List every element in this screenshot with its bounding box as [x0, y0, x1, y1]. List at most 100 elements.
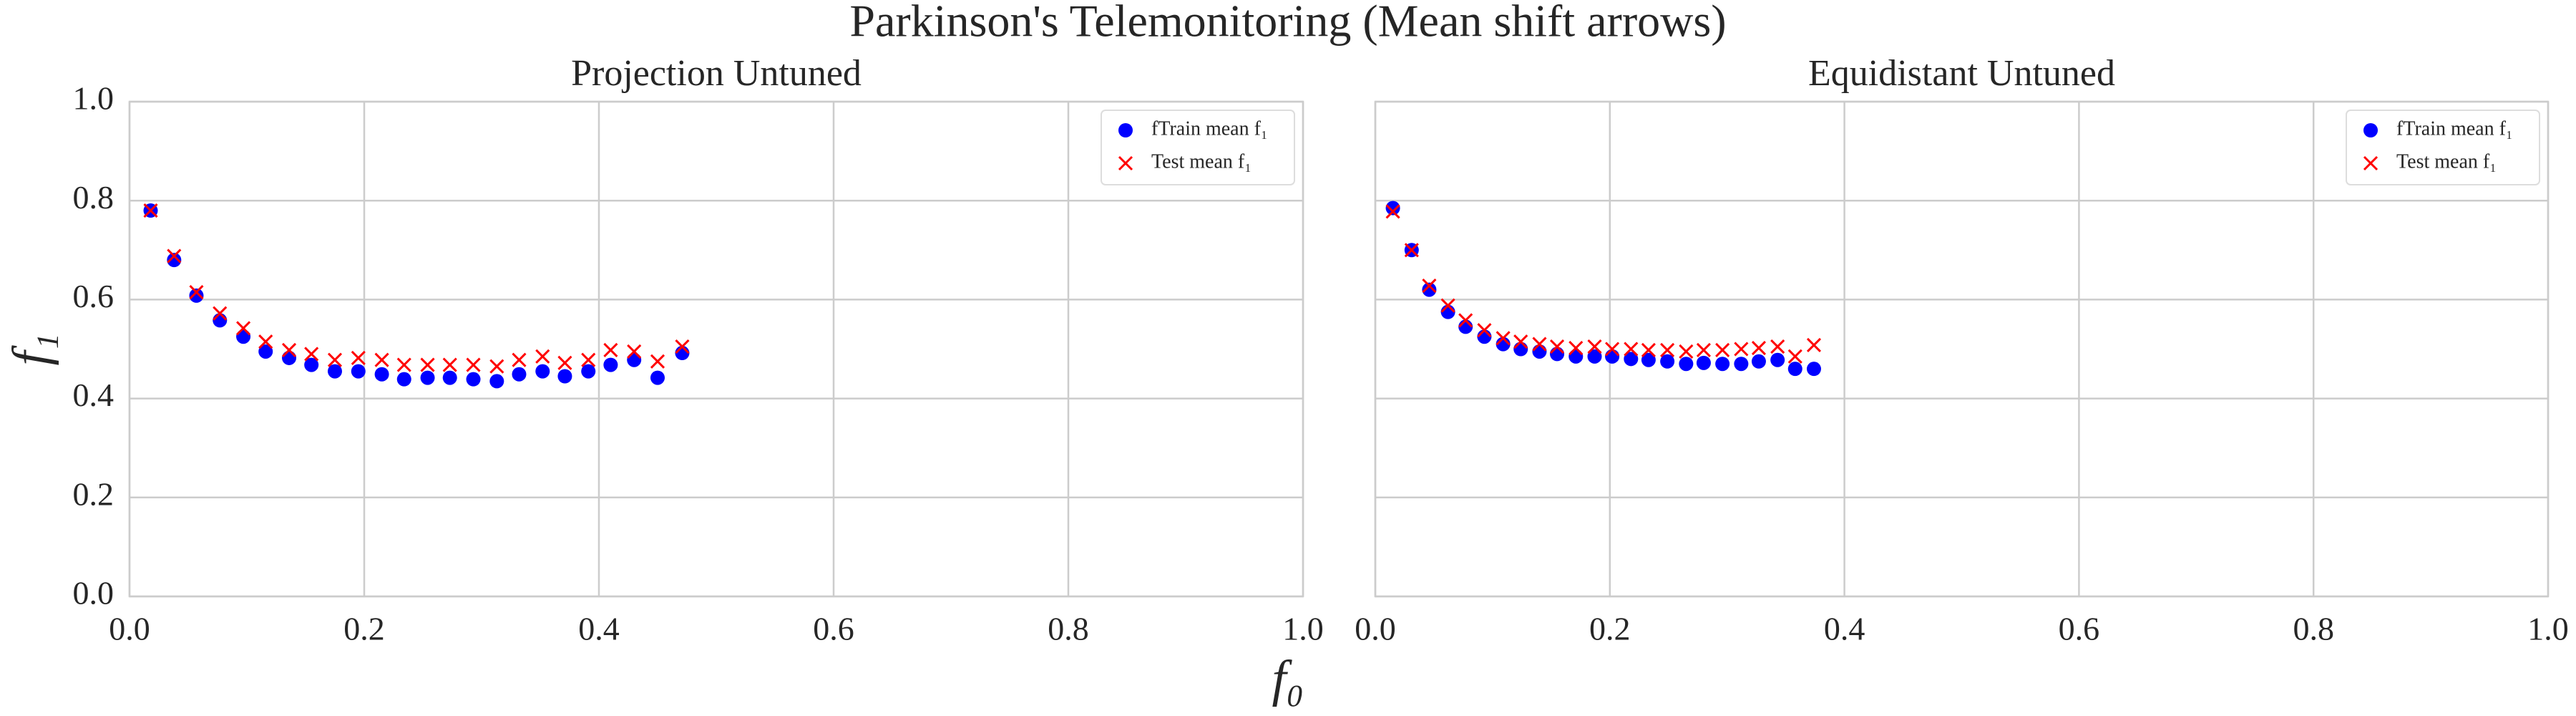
dot-marker: [1587, 349, 1602, 364]
x-marker: [351, 350, 366, 365]
x-marker: [1532, 337, 1547, 352]
x-marker: [512, 352, 527, 367]
x-marker: [304, 347, 319, 362]
dot-marker: [1770, 352, 1785, 367]
dot-marker: [213, 313, 228, 328]
subplot-title: Projection Untuned: [571, 53, 862, 94]
x-marker: [1422, 278, 1437, 294]
x-marker: [675, 339, 690, 354]
legend: fTrain mean f₁ Test mean f₁: [1101, 110, 1295, 185]
x-marker: [1624, 342, 1639, 357]
x-marker: [1787, 349, 1802, 364]
x-marker: [1458, 313, 1473, 328]
dot-marker: [489, 374, 504, 389]
legend-label: Test mean f₁: [2396, 150, 2497, 173]
dot-marker: [1624, 352, 1639, 367]
dot-marker: [374, 367, 389, 382]
y-tick-label: 0.4: [73, 377, 114, 413]
dot-marker: [512, 367, 527, 382]
dot-marker: [1679, 357, 1694, 372]
x-tick-label: 0.0: [1355, 611, 1396, 647]
dot-marker: [167, 253, 182, 268]
legend-box: [1101, 110, 1295, 185]
y-tick-label: 0.2: [73, 475, 114, 512]
x-marker: [1440, 298, 1455, 313]
dot-marker: [236, 329, 251, 344]
x-marker: [213, 306, 228, 321]
y-tick-label: 0.8: [73, 179, 114, 216]
x-tick-label: 0.0: [109, 611, 150, 647]
x-marker: [603, 342, 618, 357]
dot-marker: [1751, 354, 1766, 369]
dot-marker: [466, 372, 481, 387]
legend-marker: [1118, 155, 1133, 171]
x-tick-label: 0.2: [343, 611, 385, 647]
dot-marker: [1696, 355, 1711, 370]
x-marker: [1806, 337, 1822, 353]
x-marker: [420, 357, 435, 372]
legend-label: fTrain mean f₁: [2396, 117, 2513, 140]
x-marker: [466, 357, 481, 372]
x-tick-label: 0.4: [578, 611, 620, 647]
dot-marker: [351, 364, 366, 379]
x-marker: [374, 352, 389, 367]
dot-marker: [603, 357, 618, 372]
y-axis-label: f₁: [2, 333, 59, 365]
dot-marker: [1422, 282, 1437, 297]
x-tick-label: 1.0: [2527, 611, 2569, 647]
x-marker: [1404, 243, 1419, 258]
x-axis-label: f₀: [1272, 650, 1304, 707]
x-marker: [557, 355, 572, 370]
legend-box: [2346, 110, 2540, 185]
dot-marker: [1532, 344, 1547, 359]
x-marker: [1751, 341, 1767, 356]
x-marker: [627, 344, 642, 359]
x-marker: [1696, 342, 1711, 357]
dot-marker: [420, 370, 435, 385]
dot-marker: [189, 288, 204, 303]
dot-marker: [1660, 354, 1675, 369]
plot-frame: [1374, 100, 2550, 598]
x-marker: [189, 284, 204, 300]
legend-label: fTrain mean f₁: [1151, 117, 1268, 140]
y-tick-label: 1.0: [73, 80, 114, 117]
x-tick-label: 0.2: [1589, 611, 1631, 647]
x-marker: [489, 359, 504, 374]
x-marker: [1715, 342, 1730, 357]
x-tick-label: 1.0: [1282, 611, 1324, 647]
legend: fTrain mean f₁ Test mean f₁: [2346, 110, 2540, 185]
dot-marker: [1513, 342, 1528, 357]
dot-marker: [258, 344, 273, 359]
x-marker: [1641, 342, 1656, 357]
x-marker: [281, 342, 297, 357]
dot-marker: [442, 370, 457, 385]
x-marker: [1513, 334, 1528, 349]
dot-marker: [1568, 349, 1584, 364]
legend-marker: [2363, 155, 2379, 171]
subplot-title: Equidistant Untuned: [1808, 53, 2115, 94]
x-marker: [1496, 331, 1511, 346]
x-marker: [1385, 204, 1400, 219]
y-tick-label: 0.6: [73, 278, 114, 314]
dot-marker: [1550, 347, 1565, 362]
x-marker: [1549, 339, 1565, 354]
x-marker: [581, 352, 596, 367]
dot-marker: [1787, 362, 1802, 377]
dot-marker: [1806, 362, 1821, 377]
x-marker: [1660, 342, 1675, 357]
x-marker: [535, 349, 550, 364]
x-marker: [1587, 339, 1602, 354]
figure-title: Parkinson's Telemonitoring (Mean shift a…: [849, 0, 1726, 47]
dot-marker: [1641, 352, 1656, 367]
x-marker: [1734, 342, 1749, 357]
x-tick-label: 0.4: [1824, 611, 1865, 647]
y-tick-label: 0.0: [73, 575, 114, 611]
plot-frame: [128, 100, 1304, 598]
legend-marker: [1118, 123, 1133, 137]
x-tick-label: 0.8: [2293, 611, 2334, 647]
x-marker: [236, 321, 251, 336]
dot-marker: [557, 369, 572, 384]
dot-marker: [328, 364, 342, 379]
x-marker: [1477, 323, 1492, 338]
